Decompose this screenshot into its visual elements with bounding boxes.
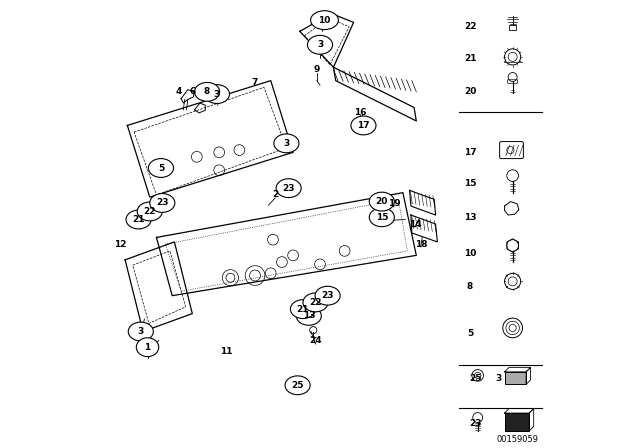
Text: 17: 17 bbox=[464, 148, 476, 157]
Text: 16: 16 bbox=[354, 108, 367, 116]
Text: 3: 3 bbox=[284, 139, 289, 148]
Text: 15: 15 bbox=[464, 179, 476, 188]
Text: 15: 15 bbox=[376, 213, 388, 222]
Text: 24: 24 bbox=[309, 336, 322, 345]
Text: 6: 6 bbox=[189, 87, 195, 96]
Text: 22: 22 bbox=[464, 22, 476, 31]
Text: 22: 22 bbox=[143, 207, 156, 216]
Ellipse shape bbox=[369, 208, 394, 227]
Text: 14: 14 bbox=[409, 220, 421, 228]
Text: 23: 23 bbox=[156, 198, 168, 207]
Ellipse shape bbox=[128, 322, 154, 341]
Text: 11: 11 bbox=[220, 347, 232, 356]
Text: 25: 25 bbox=[291, 381, 304, 390]
Ellipse shape bbox=[137, 202, 163, 221]
Text: 13: 13 bbox=[303, 311, 315, 320]
Text: 3: 3 bbox=[214, 90, 220, 99]
Text: 21: 21 bbox=[132, 215, 145, 224]
Ellipse shape bbox=[307, 35, 333, 54]
Bar bbox=[504, 413, 529, 431]
Ellipse shape bbox=[310, 11, 339, 30]
Text: 13: 13 bbox=[464, 213, 476, 222]
Ellipse shape bbox=[351, 116, 376, 135]
Text: 23: 23 bbox=[470, 419, 482, 428]
Text: 21: 21 bbox=[464, 54, 476, 63]
Text: 9: 9 bbox=[314, 65, 320, 74]
Bar bbox=[509, 25, 516, 30]
Text: 1: 1 bbox=[145, 343, 150, 352]
Text: 8: 8 bbox=[204, 87, 210, 96]
Text: 2: 2 bbox=[272, 190, 278, 199]
Ellipse shape bbox=[291, 300, 316, 319]
Text: 10: 10 bbox=[318, 16, 331, 25]
Text: 3: 3 bbox=[317, 40, 323, 49]
Text: 22: 22 bbox=[309, 298, 322, 307]
Text: 8: 8 bbox=[467, 282, 473, 291]
Text: 5: 5 bbox=[467, 329, 473, 338]
Ellipse shape bbox=[303, 293, 328, 312]
Text: 23: 23 bbox=[282, 184, 295, 193]
Text: 23: 23 bbox=[321, 291, 334, 300]
Text: 18: 18 bbox=[415, 240, 427, 249]
Ellipse shape bbox=[296, 306, 321, 325]
Text: 7: 7 bbox=[252, 78, 258, 87]
Ellipse shape bbox=[126, 210, 151, 229]
Text: 12: 12 bbox=[115, 240, 127, 249]
Ellipse shape bbox=[195, 82, 220, 101]
Text: 19: 19 bbox=[388, 199, 400, 208]
Ellipse shape bbox=[315, 286, 340, 305]
Ellipse shape bbox=[136, 338, 159, 357]
Text: 3: 3 bbox=[138, 327, 144, 336]
Ellipse shape bbox=[148, 159, 173, 177]
Text: 3: 3 bbox=[495, 374, 501, 383]
Text: 17: 17 bbox=[357, 121, 370, 130]
Bar bbox=[504, 372, 526, 384]
Text: 21: 21 bbox=[297, 305, 309, 314]
Text: 10: 10 bbox=[464, 249, 476, 258]
Ellipse shape bbox=[274, 134, 299, 153]
Ellipse shape bbox=[276, 179, 301, 198]
Ellipse shape bbox=[285, 376, 310, 395]
Text: 25: 25 bbox=[470, 374, 482, 383]
Text: 5: 5 bbox=[158, 164, 164, 172]
Text: 00159059: 00159059 bbox=[497, 435, 539, 444]
Ellipse shape bbox=[204, 85, 230, 103]
Text: 20: 20 bbox=[464, 87, 476, 96]
Ellipse shape bbox=[369, 192, 394, 211]
Ellipse shape bbox=[150, 194, 175, 212]
Text: 20: 20 bbox=[376, 197, 388, 206]
Text: 4: 4 bbox=[176, 87, 182, 96]
